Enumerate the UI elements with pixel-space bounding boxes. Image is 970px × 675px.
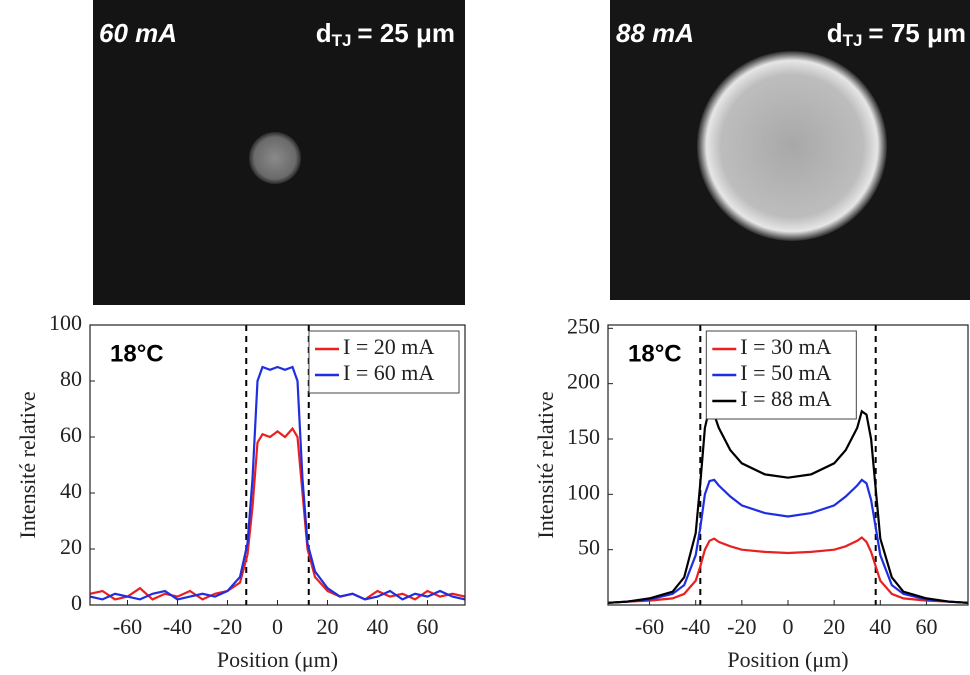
legend-label: I = 60 mA bbox=[343, 360, 434, 385]
image-diameter: dTJ = 75 μm bbox=[827, 18, 966, 51]
emission-spot bbox=[249, 132, 301, 184]
annotation: 18°C bbox=[628, 340, 682, 367]
subscript: TJ bbox=[843, 31, 863, 50]
x-tick-label: 60 bbox=[417, 614, 439, 639]
legend-label: I = 20 mA bbox=[343, 334, 434, 359]
y-axis-label: Intensité relative bbox=[15, 391, 40, 538]
legend-label: I = 30 mA bbox=[740, 334, 831, 359]
axes-frame bbox=[89, 324, 466, 606]
x-tick-label: 0 bbox=[783, 614, 794, 639]
y-tick-label: 100 bbox=[49, 310, 82, 335]
data-line bbox=[607, 478, 969, 604]
y-axis-label: Intensité relative bbox=[533, 391, 558, 538]
image-current: 88 mA bbox=[616, 18, 694, 48]
x-tick-label: 0 bbox=[272, 614, 283, 639]
x-tick-label: 60 bbox=[915, 614, 937, 639]
image-current: 60 mA bbox=[99, 18, 177, 48]
y-tick-label: 150 bbox=[567, 424, 600, 449]
x-tick-label: -20 bbox=[727, 614, 756, 639]
x-tick-label: -40 bbox=[163, 614, 192, 639]
y-tick-label: 20 bbox=[60, 534, 82, 559]
x-tick-label: 40 bbox=[869, 614, 891, 639]
y-tick-label: 0 bbox=[71, 590, 82, 615]
subscript: TJ bbox=[332, 31, 352, 50]
y-tick-label: 250 bbox=[567, 313, 600, 338]
image-diameter: dTJ = 25 μm bbox=[316, 18, 455, 51]
data-line bbox=[607, 536, 969, 604]
x-axis-label: Position (μm) bbox=[727, 647, 848, 672]
legend-label: I = 88 mA bbox=[740, 386, 831, 411]
y-tick-label: 60 bbox=[60, 422, 82, 447]
x-tick-label: -60 bbox=[635, 614, 664, 639]
x-tick-label: 40 bbox=[367, 614, 389, 639]
y-tick-label: 40 bbox=[60, 478, 82, 503]
y-tick-label: 200 bbox=[567, 369, 600, 394]
symbol: d bbox=[827, 18, 843, 48]
axes-frame bbox=[607, 324, 969, 606]
y-tick-label: 50 bbox=[578, 535, 600, 560]
size: = 75 μm bbox=[868, 18, 966, 48]
x-tick-label: -20 bbox=[213, 614, 242, 639]
symbol: d bbox=[316, 18, 332, 48]
y-tick-label: 80 bbox=[60, 366, 82, 391]
data-line bbox=[607, 405, 969, 604]
legend-label: I = 50 mA bbox=[740, 360, 831, 385]
size: = 25 μm bbox=[357, 18, 455, 48]
x-tick-label: -60 bbox=[113, 614, 142, 639]
data-line bbox=[89, 426, 466, 601]
x-tick-label: -40 bbox=[681, 614, 710, 639]
annotation: 18°C bbox=[110, 340, 164, 367]
legend-box bbox=[308, 330, 460, 394]
x-tick-label: 20 bbox=[317, 614, 339, 639]
emission-spot bbox=[697, 51, 887, 241]
data-line bbox=[89, 365, 466, 601]
x-tick-label: 20 bbox=[823, 614, 845, 639]
y-tick-label: 100 bbox=[567, 479, 600, 504]
x-axis-label: Position (μm) bbox=[217, 647, 338, 672]
